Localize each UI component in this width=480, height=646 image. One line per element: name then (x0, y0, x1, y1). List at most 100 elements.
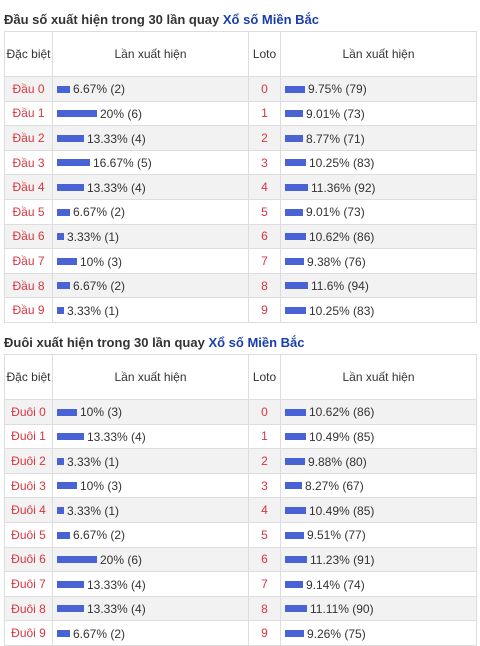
loto-frequency-bar (285, 532, 304, 539)
frequency-cell: 13.33% (4) (53, 126, 249, 151)
duoi-table-body: Đuôi 0 10% (3) 0 10.62% (86) Đuôi 1 13.33% (4… (5, 400, 477, 646)
frequency-cell: 6.67% (2) (53, 199, 249, 224)
frequency-text: 3.33% (1) (67, 230, 119, 244)
table-row: Đuôi 8 13.33% (4) 8 11.11% (90) (5, 596, 477, 621)
loto-frequency-text: 8.77% (71) (306, 131, 365, 145)
loto-frequency-bar (285, 630, 304, 637)
row-label: Đầu 3 (5, 150, 53, 175)
frequency-bar (57, 184, 84, 191)
frequency-bar (57, 135, 84, 142)
frequency-cell: 6.67% (2) (53, 522, 249, 547)
loto-frequency-cell: 10.49% (85) (281, 498, 477, 523)
loto-digit: 5 (249, 199, 281, 224)
frequency-text: 3.33% (1) (67, 304, 119, 318)
row-label: Đầu 8 (5, 273, 53, 298)
loto-frequency-text: 8.27% (67) (305, 479, 364, 493)
loto-frequency-text: 9.01% (73) (306, 107, 365, 121)
loto-frequency-bar (285, 86, 305, 93)
loto-frequency-cell: 9.38% (76) (281, 249, 477, 274)
frequency-bar (57, 86, 70, 93)
loto-frequency-cell: 9.01% (73) (281, 101, 477, 126)
frequency-bar (57, 409, 77, 416)
loto-frequency-bar (285, 282, 308, 289)
loto-frequency-text: 10.49% (85) (309, 430, 374, 444)
table-row: Đuôi 2 3.33% (1) 2 9.88% (80) (5, 449, 477, 474)
table-row: Đuôi 5 6.67% (2) 5 9.51% (77) (5, 522, 477, 547)
header-lan-xuat-hien-loto: Lần xuất hiện (281, 355, 477, 400)
loto-frequency-text: 9.88% (80) (308, 454, 367, 468)
header-loto: Loto (249, 355, 281, 400)
frequency-cell: 13.33% (4) (53, 175, 249, 200)
frequency-text: 6.67% (2) (73, 279, 125, 293)
frequency-text: 6.67% (2) (73, 82, 125, 96)
loto-digit: 2 (249, 449, 281, 474)
frequency-cell: 6.67% (2) (53, 273, 249, 298)
loto-frequency-text: 11.11% (90) (310, 602, 374, 616)
header-dac-biet: Đặc biệt (5, 32, 53, 77)
frequency-cell: 3.33% (1) (53, 498, 249, 523)
row-label: Đuôi 4 (5, 498, 53, 523)
row-label: Đầu 6 (5, 224, 53, 249)
row-label: Đầu 4 (5, 175, 53, 200)
row-label: Đuôi 3 (5, 473, 53, 498)
loto-digit: 4 (249, 175, 281, 200)
table-row: Đầu 8 6.67% (2) 8 11.6% (94) (5, 273, 477, 298)
frequency-bar (57, 233, 64, 240)
row-label: Đầu 0 (5, 77, 53, 102)
table-row: Đầu 7 10% (3) 7 9.38% (76) (5, 249, 477, 274)
frequency-bar (57, 532, 70, 539)
xsmb-link[interactable]: Xổ số Miền Bắc (208, 335, 304, 350)
loto-frequency-bar (285, 556, 307, 563)
loto-frequency-text: 11.6% (94) (311, 279, 369, 293)
frequency-text: 13.33% (4) (87, 430, 146, 444)
row-label: Đầu 2 (5, 126, 53, 151)
frequency-text: 13.33% (4) (87, 602, 146, 616)
loto-frequency-bar (285, 110, 303, 117)
frequency-cell: 10% (3) (53, 473, 249, 498)
frequency-bar (57, 630, 70, 637)
loto-frequency-cell: 9.75% (79) (281, 77, 477, 102)
loto-frequency-cell: 10.25% (83) (281, 150, 477, 175)
loto-frequency-text: 9.01% (73) (306, 205, 365, 219)
loto-frequency-bar (285, 433, 306, 440)
loto-frequency-bar (285, 409, 306, 416)
frequency-cell: 20% (6) (53, 547, 249, 572)
frequency-bar (57, 258, 77, 265)
frequency-cell: 3.33% (1) (53, 298, 249, 323)
row-label: Đầu 7 (5, 249, 53, 274)
table-row: Đuôi 4 3.33% (1) 4 10.49% (85) (5, 498, 477, 523)
frequency-cell: 20% (6) (53, 101, 249, 126)
section-title-dau: Đầu số xuất hiện trong 30 lần quay Xổ số… (4, 12, 319, 27)
row-label: Đuôi 8 (5, 596, 53, 621)
loto-frequency-bar (285, 458, 305, 465)
frequency-text: 13.33% (4) (87, 181, 146, 195)
frequency-bar (57, 556, 97, 563)
row-label: Đầu 5 (5, 199, 53, 224)
header-lan-xuat-hien: Lần xuất hiện (53, 355, 249, 400)
frequency-cell: 13.33% (4) (53, 572, 249, 597)
row-label: Đuôi 2 (5, 449, 53, 474)
loto-digit: 6 (249, 224, 281, 249)
frequency-bar (57, 282, 70, 289)
loto-frequency-text: 10.49% (85) (309, 504, 374, 518)
frequency-text: 3.33% (1) (67, 504, 119, 518)
frequency-text: 20% (6) (100, 107, 142, 121)
table-row: Đuôi 7 13.33% (4) 7 9.14% (74) (5, 572, 477, 597)
frequency-text: 6.67% (2) (73, 205, 125, 219)
frequency-cell: 3.33% (1) (53, 224, 249, 249)
loto-frequency-text: 10.62% (86) (309, 230, 374, 244)
loto-frequency-text: 9.26% (75) (307, 627, 366, 641)
loto-frequency-text: 10.62% (86) (309, 405, 374, 419)
table-row: Đầu 5 6.67% (2) 5 9.01% (73) (5, 199, 477, 224)
xsmb-link[interactable]: Xổ số Miền Bắc (223, 12, 319, 27)
header-lan-xuat-hien: Lần xuất hiện (53, 32, 249, 77)
loto-frequency-cell: 11.6% (94) (281, 273, 477, 298)
dau-stats-table: Đặc biệt Lần xuất hiện Loto Lần xuất hiệ… (4, 31, 477, 323)
loto-frequency-cell: 11.11% (90) (281, 596, 477, 621)
frequency-text: 13.33% (4) (87, 131, 146, 145)
loto-digit: 2 (249, 126, 281, 151)
table-row: Đầu 6 3.33% (1) 6 10.62% (86) (5, 224, 477, 249)
frequency-bar (57, 605, 84, 612)
frequency-text: 16.67% (5) (93, 156, 152, 170)
row-label: Đuôi 6 (5, 547, 53, 572)
